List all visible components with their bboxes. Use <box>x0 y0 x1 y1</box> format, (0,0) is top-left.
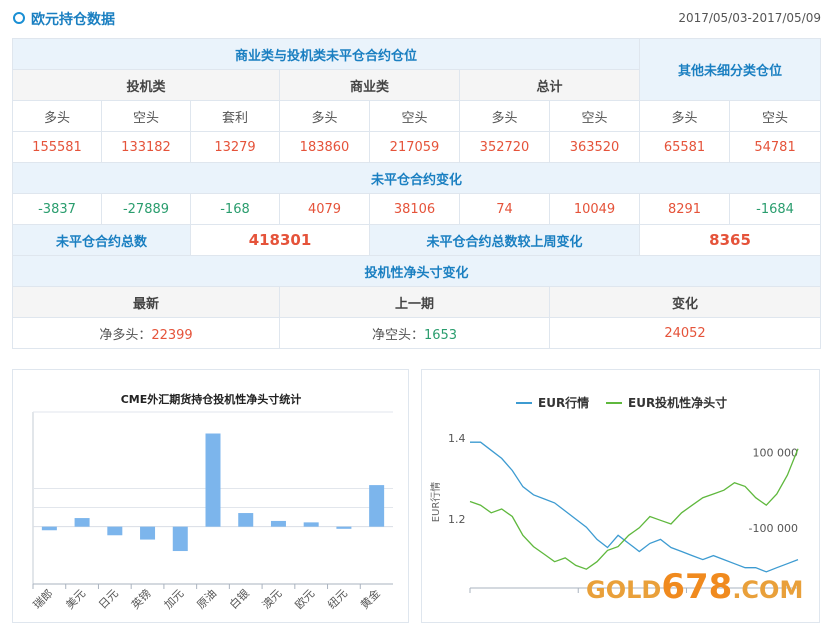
group-total-header: 总计 <box>458 69 641 101</box>
section-other-header: 其他未细分类仓位 <box>639 38 822 101</box>
total-label: 未平仓合约总数 <box>12 224 191 256</box>
bar-纽元 <box>336 526 352 529</box>
group-comm-header: 商业类 <box>279 69 460 101</box>
value-cell: 133182 <box>101 131 191 163</box>
bar-chart-panel: CME外汇期货持仓投机性净头寸统计 瑞郎 美元 日元 英镑 加元 原油 白银 澳元 欧元 纽元 黄金 <box>12 369 409 623</box>
page-title: 欧元持仓数据 <box>31 12 115 28</box>
bar-英镑 <box>140 526 156 540</box>
col-short: 空头 <box>729 100 822 132</box>
x-tick-label: 日元 <box>96 587 121 612</box>
col-short: 空头 <box>548 100 641 132</box>
y-tick-label: 1.4 <box>448 432 466 445</box>
logo-part: .COM <box>732 576 803 604</box>
bar-chart-title: CME外汇期货持仓投机性净头寸统计 <box>121 392 302 406</box>
bar-白银 <box>238 513 254 527</box>
bar-日元 <box>107 526 123 536</box>
net-prev-label: 上一期 <box>279 286 550 318</box>
bar-原油 <box>205 433 221 527</box>
total-change-label: 未平仓合约总数较上周变化 <box>368 224 641 256</box>
change-cell: 74 <box>459 193 550 225</box>
bar-欧元 <box>303 522 319 527</box>
change-cell: -168 <box>190 193 280 225</box>
x-tick-label: 澳元 <box>260 587 285 612</box>
value-cell: 54781 <box>729 131 822 163</box>
x-tick-label: 纽元 <box>325 586 350 611</box>
change-cell: -1684 <box>729 193 822 225</box>
x-tick-label: 原油 <box>194 586 219 611</box>
x-tick-label: 美元 <box>63 587 88 612</box>
section-main-header: 商业类与投机类未平仓合约仓位 <box>11 38 641 70</box>
col-short: 空头 <box>101 100 191 132</box>
legend-label: EUR投机性净头寸 <box>628 395 727 410</box>
change-section-header: 未平仓合约变化 <box>11 162 822 194</box>
bar-加元 <box>172 526 188 552</box>
x-tick-label: 加元 <box>162 587 187 612</box>
col-short: 空头 <box>369 100 460 132</box>
series-line-net <box>469 448 799 570</box>
change-cell: 4079 <box>279 193 370 225</box>
y-axis-label: EUR行情 <box>429 482 442 523</box>
net-latest-cell: 净多头：22399 <box>12 317 280 349</box>
logo-part: 678 <box>661 567 732 607</box>
value-cell: 65581 <box>639 131 731 163</box>
series-line-eur <box>470 441 799 573</box>
logo-text: GOLD678.COM <box>586 567 803 607</box>
total-change-value: 8365 <box>639 224 822 256</box>
x-tick-label: 英镑 <box>128 586 153 611</box>
net-latest-value: 22399 <box>151 327 193 343</box>
bar-澳元 <box>270 520 286 527</box>
x-tick-label: 白银 <box>226 586 251 611</box>
col-long: 多头 <box>639 100 731 132</box>
bar-chart: CME外汇期货持仓投机性净头寸统计 瑞郎 美元 日元 英镑 加元 原油 白银 澳元 欧元 纽元 黄金 <box>30 392 393 612</box>
circle-icon <box>13 12 25 24</box>
change-cell: -3837 <box>12 193 102 225</box>
y2-tick-label: -100 000 <box>749 522 798 535</box>
net-change-value: 24052 <box>548 317 822 349</box>
value-cell: 183860 <box>279 131 370 163</box>
x-tick-label: 欧元 <box>293 587 318 612</box>
net-change-label: 变化 <box>548 286 822 318</box>
col-long: 多头 <box>279 100 370 132</box>
y2-tick-label: 100 000 <box>753 447 799 460</box>
change-cell: 38106 <box>369 193 460 225</box>
value-cell: 363520 <box>548 131 641 163</box>
value-cell: 13279 <box>190 131 280 163</box>
net-latest-prefix: 净多头： <box>99 327 152 343</box>
date-range: 2017/05/03-2017/05/09 <box>678 11 821 25</box>
net-latest-label: 最新 <box>12 286 280 318</box>
positions-table: 商业类与投机类未平仓合约仓位 其他未细分类仓位 投机类 商业类 总计 多头 空头… <box>11 38 822 349</box>
net-prev-cell: 净空头：1653 <box>279 317 550 349</box>
col-long: 多头 <box>459 100 550 132</box>
bar-美元 <box>74 518 90 527</box>
x-tick-label: 黄金 <box>357 586 382 611</box>
col-arb: 套利 <box>190 100 280 132</box>
net-section-header: 投机性净头寸变化 <box>11 255 822 287</box>
gold678-logo: GOLD678.COM <box>586 567 803 607</box>
net-prev-prefix: 净空头： <box>371 327 424 343</box>
net-prev-value: 1653 <box>423 327 458 343</box>
line-chart-panel: EUR行情 EUR投机性净头寸 1.4 1.2 100 000 -100 000 EUR行情… <box>421 369 820 623</box>
change-cell: 8291 <box>639 193 731 225</box>
total-value: 418301 <box>190 224 370 256</box>
change-cell: 10049 <box>548 193 641 225</box>
value-cell: 217059 <box>369 131 460 163</box>
change-cell: -27889 <box>101 193 191 225</box>
group-spec-header: 投机类 <box>12 69 280 101</box>
y-tick-label: 1.2 <box>448 513 466 526</box>
col-long: 多头 <box>12 100 102 132</box>
logo-part: GOLD <box>586 576 661 604</box>
value-cell: 352720 <box>459 131 550 163</box>
legend-label: EUR行情 <box>538 395 589 410</box>
bar-瑞郎 <box>41 526 57 531</box>
x-tick-label: 瑞郎 <box>30 586 55 611</box>
bar-黄金 <box>369 485 385 527</box>
line-chart: EUR行情 EUR投机性净头寸 1.4 1.2 100 000 -100 000 EUR行情… <box>429 395 803 607</box>
value-cell: 155581 <box>12 131 102 163</box>
page-header: 欧元持仓数据 2017/05/03-2017/05/09 <box>10 6 821 32</box>
